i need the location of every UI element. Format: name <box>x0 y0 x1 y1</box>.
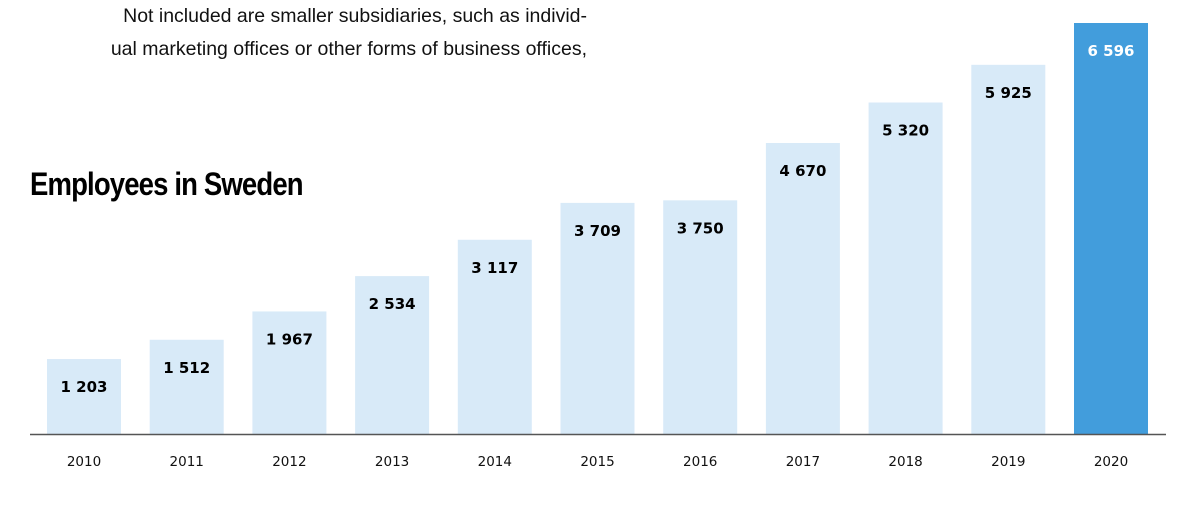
bar-2011 <box>149 339 224 434</box>
bar-2020 <box>1074 23 1148 434</box>
bar-2015 <box>560 202 635 434</box>
value-label-2018: 5 320 <box>882 122 929 140</box>
x-tick-label-2015: 2015 <box>580 454 614 470</box>
intro-line-1: Not included are smaller subsidiaries, s… <box>123 5 587 27</box>
x-tick-label-2014: 2014 <box>478 454 512 470</box>
value-label-2019: 5 925 <box>985 84 1032 102</box>
value-label-2017: 4 670 <box>779 162 826 180</box>
value-label-2016: 3 750 <box>677 219 724 237</box>
value-label-2012: 1 967 <box>266 330 313 348</box>
bar-2018 <box>868 102 943 435</box>
x-tick-label-2016: 2016 <box>683 454 717 470</box>
bar-2019 <box>971 64 1046 435</box>
bar-2017 <box>765 143 840 434</box>
x-tick-label-2010: 2010 <box>67 454 101 470</box>
intro-paragraph: Not included are smaller subsidiaries, s… <box>27 0 587 66</box>
bar-2016 <box>663 200 738 434</box>
value-label-2011: 1 512 <box>163 359 210 377</box>
x-tick-label-2020: 2020 <box>1094 454 1128 470</box>
bar-2010 <box>47 359 121 434</box>
value-label-2010: 1 203 <box>61 378 108 396</box>
bar-2012 <box>252 311 327 434</box>
x-tick-label-2012: 2012 <box>272 454 306 470</box>
value-label-2020: 6 596 <box>1088 42 1135 60</box>
x-tick-label-2018: 2018 <box>888 454 922 470</box>
x-tick-label-2011: 2011 <box>170 454 204 470</box>
bar-2014 <box>457 239 532 434</box>
value-label-2015: 3 709 <box>574 222 621 240</box>
bar-2013 <box>355 276 430 434</box>
x-tick-label-2017: 2017 <box>786 454 820 470</box>
x-tick-label-2019: 2019 <box>991 454 1025 470</box>
x-tick-label-2013: 2013 <box>375 454 409 470</box>
value-label-2013: 2 534 <box>369 295 416 313</box>
intro-line-2: ual marketing offices or other forms of … <box>110 38 587 60</box>
value-label-2014: 3 117 <box>471 259 518 277</box>
chart-title: Employees in Sweden <box>30 166 304 202</box>
